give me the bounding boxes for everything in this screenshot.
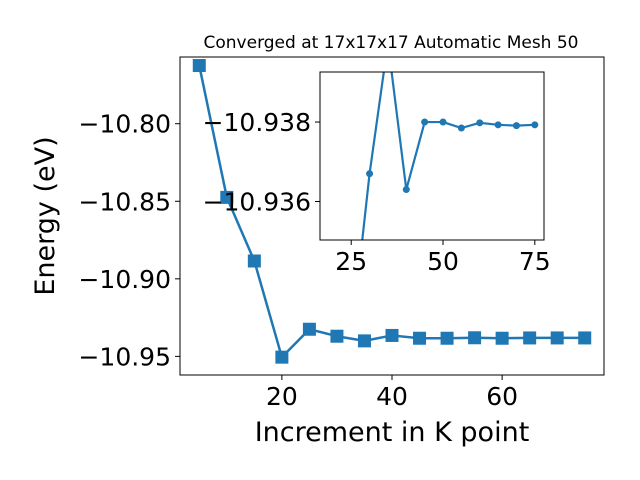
main-data-point [385,328,399,342]
main-data-point [247,254,261,268]
main-data-point [302,322,316,336]
main-data-point [578,331,592,345]
inset-series-0 [361,72,539,240]
main-y-tick-label: −10.80 [78,110,171,139]
main-x-tick-label: 20 [266,382,298,411]
inset-data-point [494,121,502,129]
inset-plot-area [320,72,544,240]
inset-data-point [531,121,539,129]
main-data-point [440,331,454,345]
inset-y-tick-label: −10.936 [203,187,311,216]
main-x-axis-label: Increment in K point [255,417,530,448]
inset-data-point [512,122,520,130]
inset-data-point [366,170,374,178]
main-x-tick-label: 60 [486,382,518,411]
main-data-point [275,350,289,364]
main-data-point [413,331,427,345]
main-y-tick-label: −10.85 [78,187,171,216]
inset-data-point [421,118,429,126]
inset-axes-frame [319,71,545,241]
inset-y-tick-label: −10.938 [203,108,311,137]
main-data-point [330,329,344,343]
main-x-axis: 20 40 60 [266,375,518,411]
inset-x-tick-label: 50 [427,247,459,276]
main-data-point [523,331,537,345]
main-data-point [357,334,371,348]
inset-y-axis: −10.938 −10.936 [203,108,320,216]
main-y-tick-label: −10.90 [78,265,171,294]
main-data-point [220,190,234,204]
main-y-axis-label: Energy (eV) [30,136,61,295]
main-y-axis: −10.80 −10.85 −10.90 −10.95 [78,110,180,371]
main-data-point [495,331,509,345]
main-data-point [468,331,482,345]
main-data-point [550,331,564,345]
main-y-tick-label: −10.95 [78,342,171,371]
inset-x-tick-label: 75 [519,247,551,276]
main-data-point [192,59,206,73]
inset-chart: 25 50 75 −10.938 −10.936 [203,71,551,276]
main-x-tick-label: 40 [376,382,408,411]
inset-data-point [476,119,484,127]
main-series-layer [192,59,592,364]
inset-data-point [457,124,465,132]
inset-data-point [439,118,447,126]
inset-series-layer [361,72,539,240]
inset-data-point [402,186,410,194]
inset-x-axis: 25 50 75 [335,240,551,276]
inset-x-tick-label: 25 [335,247,367,276]
main-chart-title: Converged at 17x17x17 Automatic Mesh 50 [204,33,579,53]
main-series-0 [192,59,592,364]
